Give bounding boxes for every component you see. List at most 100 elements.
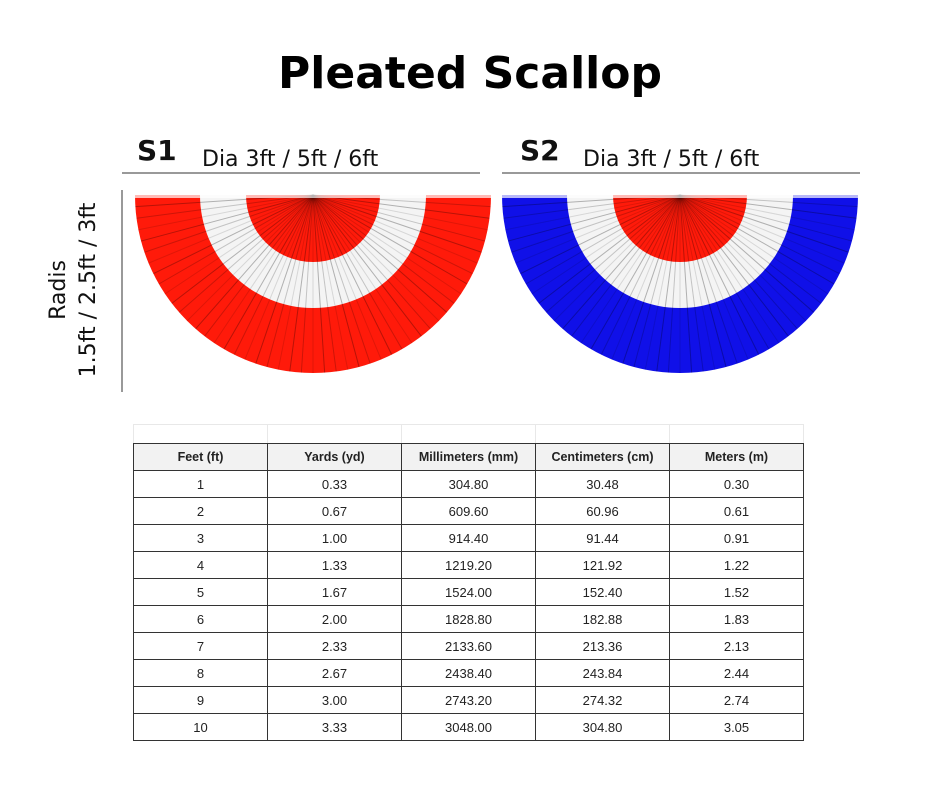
table-cell: 914.40 bbox=[401, 524, 536, 552]
pleat bbox=[312, 194, 422, 337]
pleat bbox=[164, 194, 314, 295]
table-row: 5 1.67 1524.00 152.40 1.52 bbox=[133, 578, 804, 606]
pleat bbox=[312, 194, 371, 364]
table-cell: 182.88 bbox=[535, 605, 670, 633]
table-cell: 304.80 bbox=[401, 470, 536, 498]
pleat bbox=[520, 194, 681, 275]
table-cell: 3.05 bbox=[669, 713, 804, 741]
pleat bbox=[511, 194, 681, 253]
pleat bbox=[679, 194, 807, 322]
pleat bbox=[679, 194, 857, 219]
pleat bbox=[679, 194, 749, 360]
table-cell: 2.67 bbox=[267, 659, 402, 687]
pleat bbox=[679, 194, 815, 313]
pleat bbox=[562, 194, 681, 330]
pleat bbox=[300, 194, 314, 373]
table-cell: 2.00 bbox=[267, 605, 402, 633]
table-cell: 609.60 bbox=[401, 497, 536, 525]
pleat bbox=[679, 194, 798, 330]
table-cell: 1524.00 bbox=[401, 578, 536, 606]
pleat bbox=[553, 194, 681, 322]
table-cell: 152.40 bbox=[535, 578, 670, 606]
table-cell: 1.33 bbox=[267, 551, 402, 579]
table-cell: 1.22 bbox=[669, 551, 804, 579]
pleat bbox=[580, 194, 681, 344]
table-row: 1 0.33 304.80 30.48 0.30 bbox=[133, 470, 804, 498]
pleat bbox=[679, 194, 693, 373]
table-cell: 30.48 bbox=[535, 470, 670, 498]
pleat bbox=[186, 194, 314, 322]
pleat bbox=[277, 194, 314, 370]
header-cell: Centimeters (cm) bbox=[535, 443, 670, 471]
pleat bbox=[679, 194, 716, 370]
pleat bbox=[312, 194, 337, 372]
table-cell: 2.44 bbox=[669, 659, 804, 687]
pleat bbox=[679, 194, 704, 372]
pleat bbox=[213, 194, 314, 344]
table-cell: 4 bbox=[133, 551, 268, 579]
pleat bbox=[312, 194, 488, 231]
pleat bbox=[679, 194, 835, 285]
pleat bbox=[312, 194, 486, 242]
pleat bbox=[679, 194, 849, 253]
pleat bbox=[600, 194, 681, 355]
fan-top-glow bbox=[500, 193, 860, 198]
pleat bbox=[531, 194, 681, 295]
table-cell: 2.74 bbox=[669, 686, 804, 714]
pleat bbox=[679, 194, 780, 344]
pleat bbox=[312, 194, 440, 322]
pleat bbox=[312, 194, 382, 360]
pleat bbox=[545, 194, 681, 313]
pleat bbox=[144, 194, 314, 253]
pleat bbox=[138, 194, 314, 231]
pleat bbox=[525, 194, 681, 285]
table-cell: 3.33 bbox=[267, 713, 402, 741]
pleat bbox=[148, 194, 314, 264]
pleat bbox=[679, 194, 770, 350]
pleat bbox=[679, 194, 822, 304]
header-cell: Yards (yd) bbox=[267, 443, 402, 471]
pleat bbox=[312, 194, 413, 344]
table-cell: 0.30 bbox=[669, 470, 804, 498]
table-cell: 9 bbox=[133, 686, 268, 714]
blank-cell bbox=[401, 424, 536, 444]
pleat bbox=[171, 194, 314, 304]
pleat bbox=[679, 194, 853, 242]
blank-row bbox=[133, 424, 804, 444]
fan-inner bbox=[613, 195, 747, 262]
pleat bbox=[515, 194, 681, 264]
pleat bbox=[153, 194, 314, 275]
table-cell: 0.91 bbox=[669, 524, 804, 552]
pleat bbox=[507, 194, 681, 242]
pleat bbox=[679, 194, 738, 364]
pleat bbox=[590, 194, 681, 350]
table-cell: 274.32 bbox=[535, 686, 670, 714]
table-cell: 2438.40 bbox=[401, 659, 536, 687]
table-cell: 3 bbox=[133, 524, 268, 552]
pleat bbox=[679, 194, 760, 355]
header-cell: Meters (m) bbox=[669, 443, 804, 471]
table-row: 3 1.00 914.40 91.44 0.91 bbox=[133, 524, 804, 552]
pleat bbox=[312, 194, 431, 330]
pleat bbox=[538, 194, 681, 304]
blank-cell bbox=[267, 424, 402, 444]
pleat bbox=[312, 194, 393, 355]
table-cell: 1219.20 bbox=[401, 551, 536, 579]
pleat bbox=[312, 194, 403, 350]
table-cell: 2.33 bbox=[267, 632, 402, 660]
table-cell: 2.13 bbox=[669, 632, 804, 660]
fan-top-glow bbox=[133, 193, 493, 198]
pleat bbox=[312, 194, 455, 304]
fans: S1 Dia 3ft / 5ft / 6ft S2 Dia 3ft / 5ft … bbox=[46, 134, 860, 392]
pleat bbox=[312, 194, 490, 219]
pleat bbox=[505, 194, 681, 231]
table-cell: 8 bbox=[133, 659, 268, 687]
table-row: 7 2.33 2133.60 213.36 2.13 bbox=[133, 632, 804, 660]
pleat bbox=[312, 194, 473, 275]
pleat bbox=[255, 194, 314, 364]
pleat bbox=[289, 194, 314, 372]
blank-cell bbox=[535, 424, 670, 444]
section-size: Dia 3ft / 5ft / 6ft bbox=[202, 147, 379, 172]
header-row: Feet (ft) Yards (yd) Millimeters (mm) Centi… bbox=[133, 443, 804, 471]
